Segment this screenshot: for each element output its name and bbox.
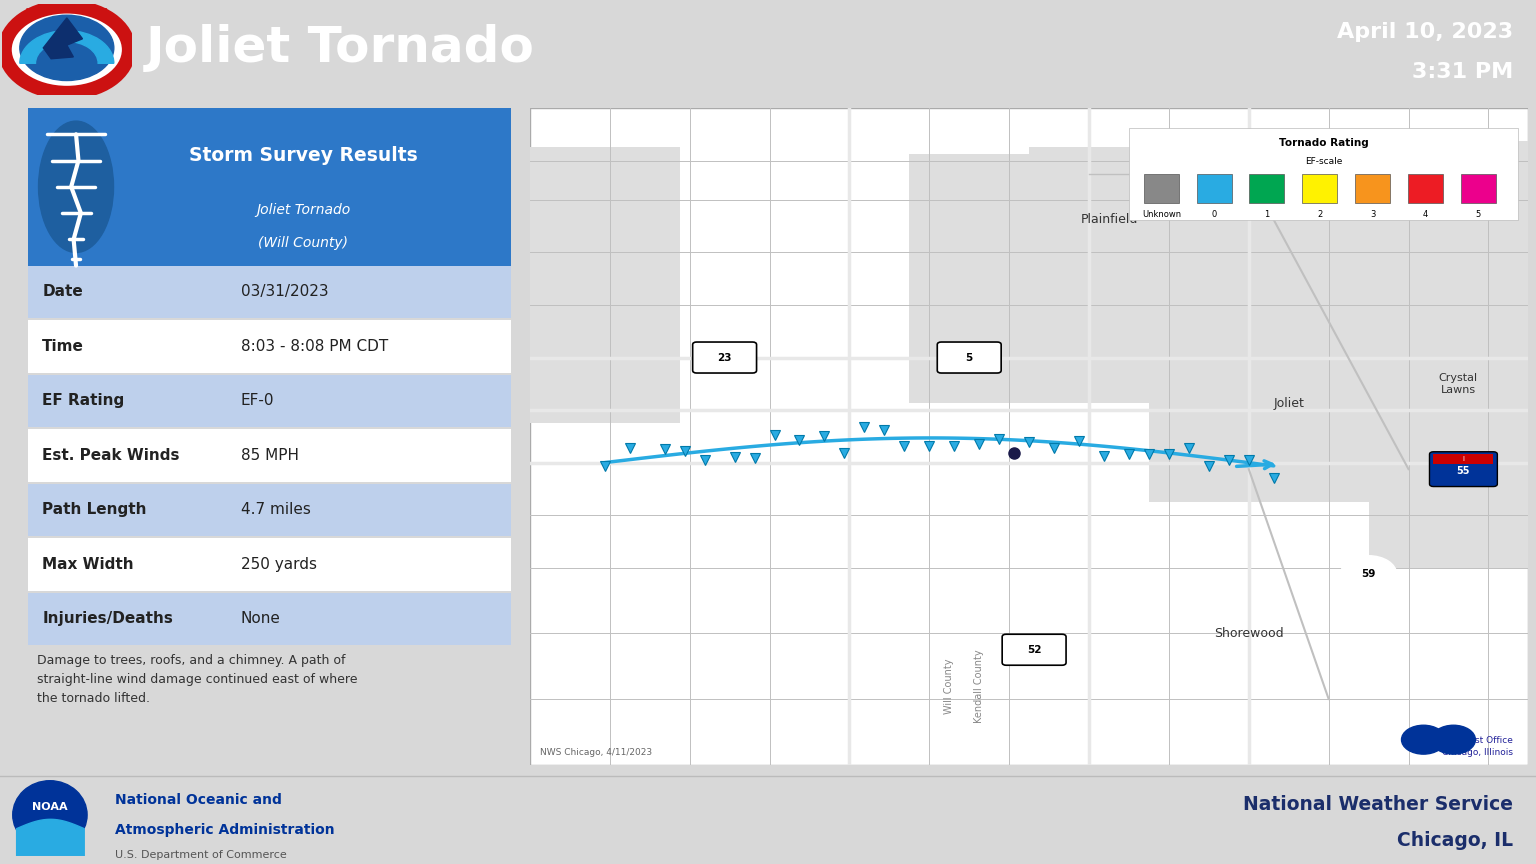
Text: Unknown: Unknown — [1141, 210, 1181, 219]
Bar — [28, 108, 511, 265]
Text: U.S. Department of Commerce: U.S. Department of Commerce — [115, 850, 287, 860]
FancyBboxPatch shape — [937, 342, 1001, 373]
Text: Shorewood: Shorewood — [1213, 626, 1284, 640]
Circle shape — [1341, 556, 1396, 593]
Text: Joliet: Joliet — [1273, 397, 1304, 410]
Bar — [1209, 141, 1409, 305]
Text: Joliet Tornado: Joliet Tornado — [257, 203, 350, 217]
Text: 4: 4 — [1422, 210, 1428, 219]
Text: ★: ★ — [63, 86, 71, 92]
Text: Weather Forecast Office
Chicago, Illinois: Weather Forecast Office Chicago, Illinoi… — [1404, 736, 1513, 757]
Bar — [1355, 174, 1390, 203]
Text: Atmospheric Administration: Atmospheric Administration — [115, 823, 335, 836]
Bar — [28, 320, 511, 372]
Text: Max Width: Max Width — [41, 557, 134, 572]
Text: 5: 5 — [966, 353, 972, 363]
Bar — [1433, 454, 1493, 464]
Bar — [1144, 174, 1180, 203]
Bar — [909, 154, 1149, 403]
Text: 4.7 miles: 4.7 miles — [241, 502, 310, 518]
Text: 52: 52 — [1028, 645, 1041, 655]
Text: ★: ★ — [97, 86, 103, 92]
FancyBboxPatch shape — [693, 342, 757, 373]
Ellipse shape — [12, 781, 88, 849]
Bar — [1149, 141, 1369, 502]
Text: 23: 23 — [717, 353, 731, 363]
Circle shape — [1401, 725, 1445, 754]
Text: 2: 2 — [1316, 210, 1322, 219]
Text: Joliet Tornado: Joliet Tornado — [146, 23, 535, 72]
Text: EF-0: EF-0 — [241, 393, 273, 409]
Bar — [1461, 174, 1496, 203]
Text: Plainfield: Plainfield — [1080, 213, 1138, 226]
Text: Will County: Will County — [945, 658, 954, 714]
Text: Est. Peak Winds: Est. Peak Winds — [41, 448, 180, 463]
Text: ★: ★ — [31, 86, 37, 92]
Text: Kendall County: Kendall County — [974, 649, 985, 722]
Text: EF-scale: EF-scale — [1306, 157, 1342, 166]
Text: None: None — [241, 612, 281, 626]
Ellipse shape — [5, 7, 129, 92]
FancyBboxPatch shape — [1001, 634, 1066, 665]
Bar — [1197, 174, 1232, 203]
Text: Storm Survey Results: Storm Survey Results — [189, 146, 418, 165]
Text: (Will County): (Will County) — [258, 236, 349, 250]
Text: Path Length: Path Length — [41, 502, 146, 518]
Bar — [28, 593, 511, 645]
Text: 59: 59 — [1361, 569, 1376, 579]
Bar — [28, 265, 511, 318]
Text: 3:31 PM: 3:31 PM — [1412, 61, 1513, 81]
Bar — [1409, 174, 1442, 203]
FancyBboxPatch shape — [1430, 452, 1498, 486]
Text: 0: 0 — [1212, 210, 1217, 219]
Text: Damage to trees, roofs, and a chimney. A path of
straight-line wind damage conti: Damage to trees, roofs, and a chimney. A… — [37, 654, 358, 705]
Text: National Weather Service: National Weather Service — [1243, 795, 1513, 814]
Bar — [1369, 141, 1528, 568]
Bar — [28, 429, 511, 481]
Polygon shape — [43, 18, 83, 59]
Text: Time: Time — [41, 339, 84, 354]
Text: Date: Date — [41, 284, 83, 299]
Text: Injuries/Deaths: Injuries/Deaths — [41, 612, 174, 626]
Text: NATIONAL WEATHER SERVICE: NATIONAL WEATHER SERVICE — [26, 8, 108, 13]
Text: 8:03 - 8:08 PM CDT: 8:03 - 8:08 PM CDT — [241, 339, 387, 354]
Ellipse shape — [20, 16, 114, 80]
Bar — [28, 538, 511, 591]
Circle shape — [1432, 725, 1476, 754]
Text: NWS Chicago, 4/11/2023: NWS Chicago, 4/11/2023 — [541, 747, 651, 757]
Bar — [28, 375, 511, 427]
Bar — [28, 484, 511, 537]
Bar — [530, 148, 679, 423]
Bar — [1129, 128, 1518, 219]
Text: 55: 55 — [1456, 466, 1470, 476]
Text: 3: 3 — [1370, 210, 1375, 219]
Text: 1: 1 — [1264, 210, 1270, 219]
Text: Tornado Rating: Tornado Rating — [1279, 138, 1369, 149]
Text: Chicago, IL: Chicago, IL — [1396, 831, 1513, 850]
Text: 250 yards: 250 yards — [241, 557, 316, 572]
Text: National Oceanic and: National Oceanic and — [115, 793, 283, 808]
Bar — [1029, 148, 1209, 358]
Text: EF Rating: EF Rating — [41, 393, 124, 409]
Text: I: I — [1462, 456, 1464, 462]
Text: 03/31/2023: 03/31/2023 — [241, 284, 329, 299]
Text: 5: 5 — [1476, 210, 1481, 219]
Ellipse shape — [38, 121, 114, 252]
Text: Crystal
Lawns: Crystal Lawns — [1439, 373, 1478, 395]
Bar — [1249, 174, 1284, 203]
Bar — [1303, 174, 1338, 203]
Text: NOAA: NOAA — [32, 802, 68, 812]
Text: April 10, 2023: April 10, 2023 — [1336, 22, 1513, 41]
Wedge shape — [20, 30, 114, 63]
Text: 85 MPH: 85 MPH — [241, 448, 298, 463]
